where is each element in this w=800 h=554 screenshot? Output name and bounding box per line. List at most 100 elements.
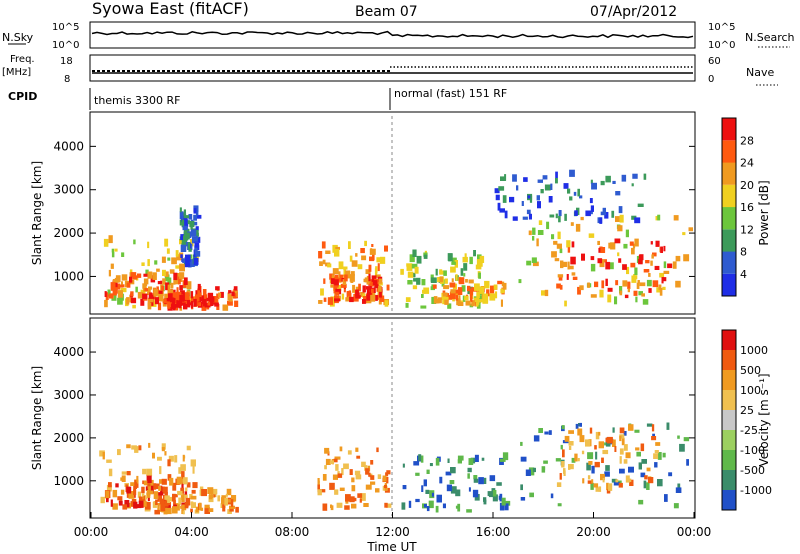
heatmap-cell	[115, 287, 118, 294]
heatmap-cell	[386, 470, 391, 475]
heatmap-cell	[319, 261, 323, 266]
heatmap-cell	[147, 302, 152, 310]
heatmap-cell	[663, 245, 666, 252]
heatmap-cell	[131, 445, 137, 450]
heatmap-cell	[637, 203, 644, 207]
heatmap-cell	[182, 454, 185, 462]
heatmap-cell	[526, 260, 532, 266]
heatmap-cell	[405, 302, 409, 308]
heatmap-cell	[451, 278, 454, 283]
heatmap-cell	[414, 266, 419, 274]
heatmap-cell	[421, 294, 424, 298]
heatmap-cell	[499, 458, 506, 462]
heatmap-cell	[193, 298, 197, 307]
heatmap-cell	[334, 279, 339, 286]
heatmap-cell	[581, 450, 585, 455]
heatmap-cell	[619, 468, 625, 474]
heatmap-cell	[168, 293, 173, 302]
heatmap-cell	[110, 263, 114, 269]
heatmap-cell	[466, 509, 472, 513]
heatmap-cell	[490, 285, 495, 294]
heatmap-cell	[379, 291, 382, 298]
heatmap-cell	[548, 196, 553, 203]
heatmap-cell	[634, 429, 640, 433]
heatmap-cell	[386, 503, 392, 508]
heatmap-cell	[587, 452, 594, 460]
heatmap-cell	[635, 447, 640, 451]
heatmap-cell	[200, 507, 204, 511]
heatmap-cell	[222, 304, 229, 311]
heatmap-cell	[161, 486, 165, 494]
noise-strip-frame	[89, 21, 696, 49]
heatmap-cell	[631, 275, 637, 283]
heatmap-cell	[555, 178, 558, 184]
heatmap-cell	[416, 255, 422, 264]
heatmap-cell	[126, 471, 131, 476]
heatmap-cell	[575, 223, 581, 232]
heatmap-cell	[439, 276, 443, 283]
heatmap-cell	[577, 188, 580, 197]
heatmap-cell	[322, 259, 326, 265]
heatmap-cell	[175, 273, 181, 278]
heatmap-cell	[532, 236, 535, 241]
heatmap-cell	[662, 286, 666, 290]
heatmap-cell	[204, 507, 210, 514]
heatmap-cell	[338, 261, 344, 270]
heatmap-cell	[672, 261, 677, 269]
heatmap-cell	[487, 491, 494, 496]
heatmap-cell	[407, 271, 414, 278]
heatmap-cell	[580, 216, 584, 221]
heatmap-cell	[465, 300, 471, 306]
heatmap-cell	[384, 245, 388, 252]
heatmap-cell	[520, 441, 523, 446]
heatmap-cell	[143, 273, 150, 277]
heatmap-cell	[484, 280, 490, 289]
heatmap-cell	[212, 488, 218, 495]
heatmap-cell	[599, 259, 605, 268]
heatmap-cell	[594, 281, 599, 288]
colorbar-tick-label: -100	[740, 444, 765, 457]
heatmap-cell	[555, 171, 558, 179]
heatmap-cell	[471, 300, 475, 307]
heatmap-cell	[365, 484, 372, 490]
heatmap-cell	[126, 297, 130, 305]
heatmap-cell	[164, 451, 167, 456]
heatmap-cell	[449, 291, 456, 300]
heatmap-cell	[152, 452, 155, 459]
heatmap-cell	[478, 299, 484, 303]
heatmap-cell	[361, 255, 367, 261]
heatmap-cell	[120, 287, 127, 293]
heatmap-cell	[195, 301, 199, 306]
heatmap-cell	[625, 229, 629, 238]
heatmap-cell	[632, 173, 638, 179]
heatmap-cell	[415, 472, 420, 476]
heatmap-cell	[640, 472, 646, 478]
heatmap-cell	[409, 254, 415, 263]
date-label: 07/Apr/2012	[590, 4, 677, 20]
heatmap-cell	[574, 453, 578, 462]
heatmap-cell	[476, 301, 481, 309]
heatmap-cell	[384, 484, 387, 489]
heatmap-cell	[473, 475, 478, 480]
heatmap-cell	[226, 488, 232, 496]
heatmap-cell	[135, 504, 142, 509]
heatmap-cell	[527, 195, 531, 199]
heatmap-cell	[573, 191, 577, 196]
velocity-panel: 1000 2000 3000 4000 Slant Range [km] 1000 50…	[30, 317, 772, 554]
heatmap-cell	[474, 283, 480, 291]
heatmap-cell	[380, 256, 386, 264]
heatmap-cell	[585, 210, 591, 217]
heatmap-cell	[137, 491, 141, 498]
heatmap-cell	[174, 455, 178, 463]
heatmap-cell	[369, 256, 374, 262]
heatmap-cell	[156, 268, 160, 272]
freq-bottom-tick: 8	[64, 74, 70, 85]
heatmap-cell	[105, 294, 109, 300]
heatmap-cell	[421, 485, 424, 492]
heatmap-cell	[133, 501, 138, 509]
heatmap-cell	[190, 459, 196, 467]
heatmap-cell	[321, 241, 326, 249]
heatmap-cell	[623, 444, 628, 451]
heatmap-cell	[162, 298, 169, 304]
colorbar-segment	[722, 390, 736, 410]
